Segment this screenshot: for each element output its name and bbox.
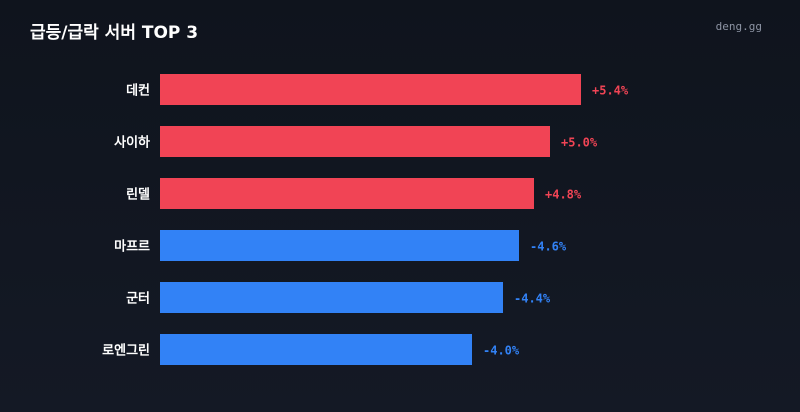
bar-4	[160, 282, 503, 313]
value-label-2: +4.8%	[545, 188, 582, 202]
value-label-3: -4.6%	[530, 240, 567, 254]
category-label-3: 마프르	[114, 239, 150, 255]
brand-label: deng.gg	[715, 20, 762, 33]
bar-3	[160, 230, 519, 261]
bar-5	[160, 334, 472, 365]
category-label-2: 린델	[126, 187, 150, 203]
value-label-4: -4.4%	[514, 292, 551, 306]
chart-title: 급등/급락 서버 TOP 3	[30, 23, 199, 43]
bar-2	[160, 178, 534, 209]
value-label-0: +5.4%	[592, 84, 629, 98]
bar-0	[160, 74, 581, 105]
category-label-1: 사이하	[114, 135, 150, 151]
value-label-1: +5.0%	[561, 136, 598, 150]
category-label-5: 로엔그린	[102, 343, 150, 359]
category-label-0: 데컨	[126, 83, 150, 99]
value-label-5: -4.0%	[483, 344, 520, 358]
bar-1	[160, 126, 550, 157]
category-label-4: 군터	[126, 291, 150, 307]
